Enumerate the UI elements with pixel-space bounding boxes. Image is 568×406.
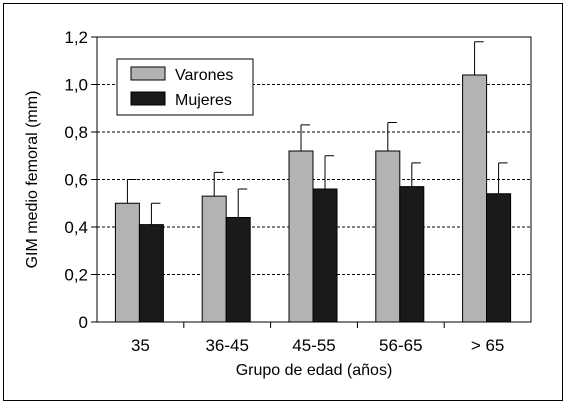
bar-mujeres [225, 217, 251, 323]
bar-varones [201, 195, 227, 323]
axes [91, 36, 532, 328]
y-tick-label: 0,4 [64, 218, 88, 237]
x-tick-label: > 65 [471, 336, 505, 355]
bar-mujeres [138, 224, 164, 323]
x-tick-label: 36-45 [205, 336, 248, 355]
y-tick-label: 0,6 [64, 171, 88, 190]
x-tick-label: 35 [131, 336, 150, 355]
bar-mujeres [399, 186, 425, 323]
bar-varones [114, 202, 140, 323]
legend-label-mujeres: Mujeres [175, 92, 232, 109]
x-axis-title: Grupo de edad (años) [236, 362, 393, 379]
x-tick-label: 45-55 [292, 336, 335, 355]
bar-varones [462, 74, 488, 323]
bar-chart: 0 0,2 0,4 0,6 0,8 1,0 1,2 35 36-45 45-55 56-65 > 65… [24, 28, 532, 379]
x-tick-label: 56-65 [379, 336, 422, 355]
tick-labels: 0 0,2 0,4 0,6 0,8 1,0 1,2 35 36-45 45-55 56-65 > 65 [64, 28, 504, 355]
legend-label-varones: Varones [175, 67, 233, 84]
legend-swatch-varones [130, 66, 166, 81]
legend-swatch-mujeres [130, 91, 166, 106]
y-axis-title: GIM medio femoral (mm) [24, 91, 41, 269]
bar-mujeres [486, 193, 512, 323]
y-tick-label: 0,2 [64, 266, 88, 285]
y-tick-label: 0,8 [64, 123, 88, 142]
legend: Varones Mujeres [116, 58, 254, 116]
y-tick-label: 0 [79, 313, 88, 332]
bar-varones [288, 150, 314, 323]
chart-figure: 0 0,2 0,4 0,6 0,8 1,0 1,2 35 36-45 45-55 56-65 > 65… [3, 3, 563, 401]
bar-mujeres [312, 188, 338, 323]
y-tick-label: 1,0 [64, 76, 88, 95]
y-tick-label: 1,2 [64, 28, 88, 47]
bar-varones [375, 150, 401, 323]
